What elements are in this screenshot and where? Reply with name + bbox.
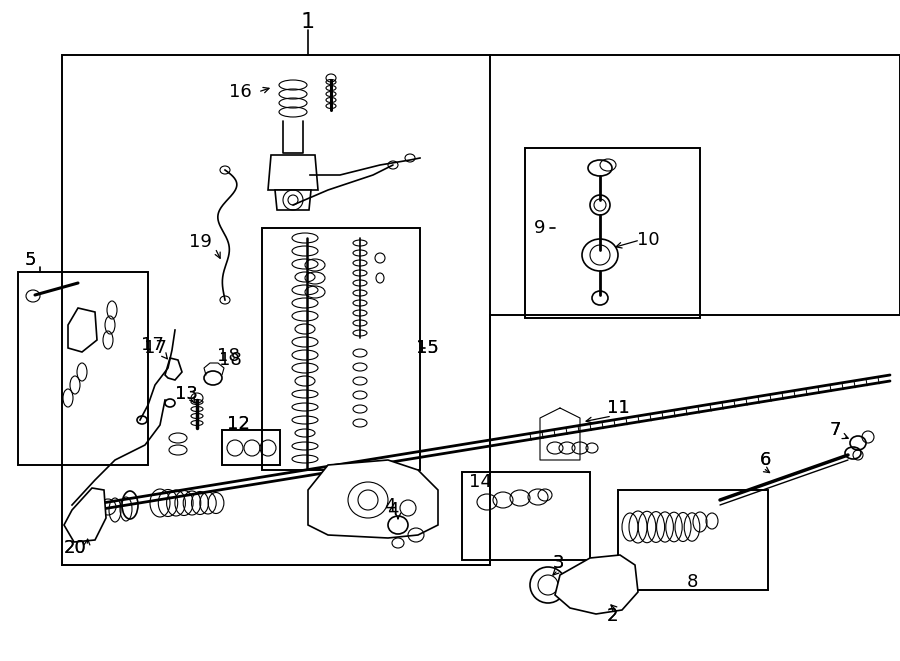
Text: 7: 7 — [829, 421, 841, 439]
Text: 11: 11 — [607, 399, 629, 417]
Text: 18: 18 — [217, 347, 239, 365]
Text: 5: 5 — [24, 251, 36, 269]
Text: 13: 13 — [175, 385, 197, 403]
Polygon shape — [308, 460, 438, 538]
Text: 14: 14 — [469, 473, 491, 491]
Text: 20: 20 — [64, 539, 86, 557]
Bar — [525, 148, 700, 318]
Text: 12: 12 — [227, 415, 249, 433]
Text: 15: 15 — [416, 339, 438, 357]
Text: 3: 3 — [553, 554, 563, 572]
Text: 5: 5 — [24, 251, 36, 269]
Bar — [222, 430, 280, 465]
Text: 12: 12 — [227, 415, 249, 433]
Text: 4: 4 — [384, 497, 396, 515]
Text: 9: 9 — [535, 219, 545, 237]
Text: 4: 4 — [387, 501, 399, 519]
Text: 2: 2 — [607, 607, 617, 625]
Text: 17: 17 — [144, 339, 166, 357]
Text: 8: 8 — [687, 573, 698, 591]
Bar — [18, 272, 148, 465]
Bar — [62, 55, 490, 565]
Text: 20: 20 — [64, 539, 86, 557]
Text: 18: 18 — [219, 351, 241, 369]
Polygon shape — [268, 155, 318, 190]
Text: 17: 17 — [140, 336, 164, 354]
Text: 15: 15 — [416, 339, 438, 357]
Text: 3: 3 — [553, 554, 563, 572]
Bar — [262, 228, 420, 470]
Text: 11: 11 — [607, 399, 629, 417]
Text: 13: 13 — [175, 385, 197, 403]
Text: 2: 2 — [607, 607, 617, 625]
Text: 19: 19 — [189, 233, 212, 251]
Text: 7: 7 — [829, 421, 841, 439]
Bar — [618, 490, 768, 590]
Polygon shape — [165, 358, 182, 380]
Polygon shape — [64, 488, 106, 542]
Text: 1: 1 — [301, 12, 315, 32]
Text: 6: 6 — [760, 451, 770, 469]
Polygon shape — [275, 190, 311, 210]
Bar — [462, 472, 590, 560]
Text: 16: 16 — [229, 83, 251, 101]
Polygon shape — [555, 555, 638, 614]
Text: 10: 10 — [636, 231, 660, 249]
Text: 6: 6 — [760, 451, 770, 469]
Polygon shape — [68, 308, 97, 352]
